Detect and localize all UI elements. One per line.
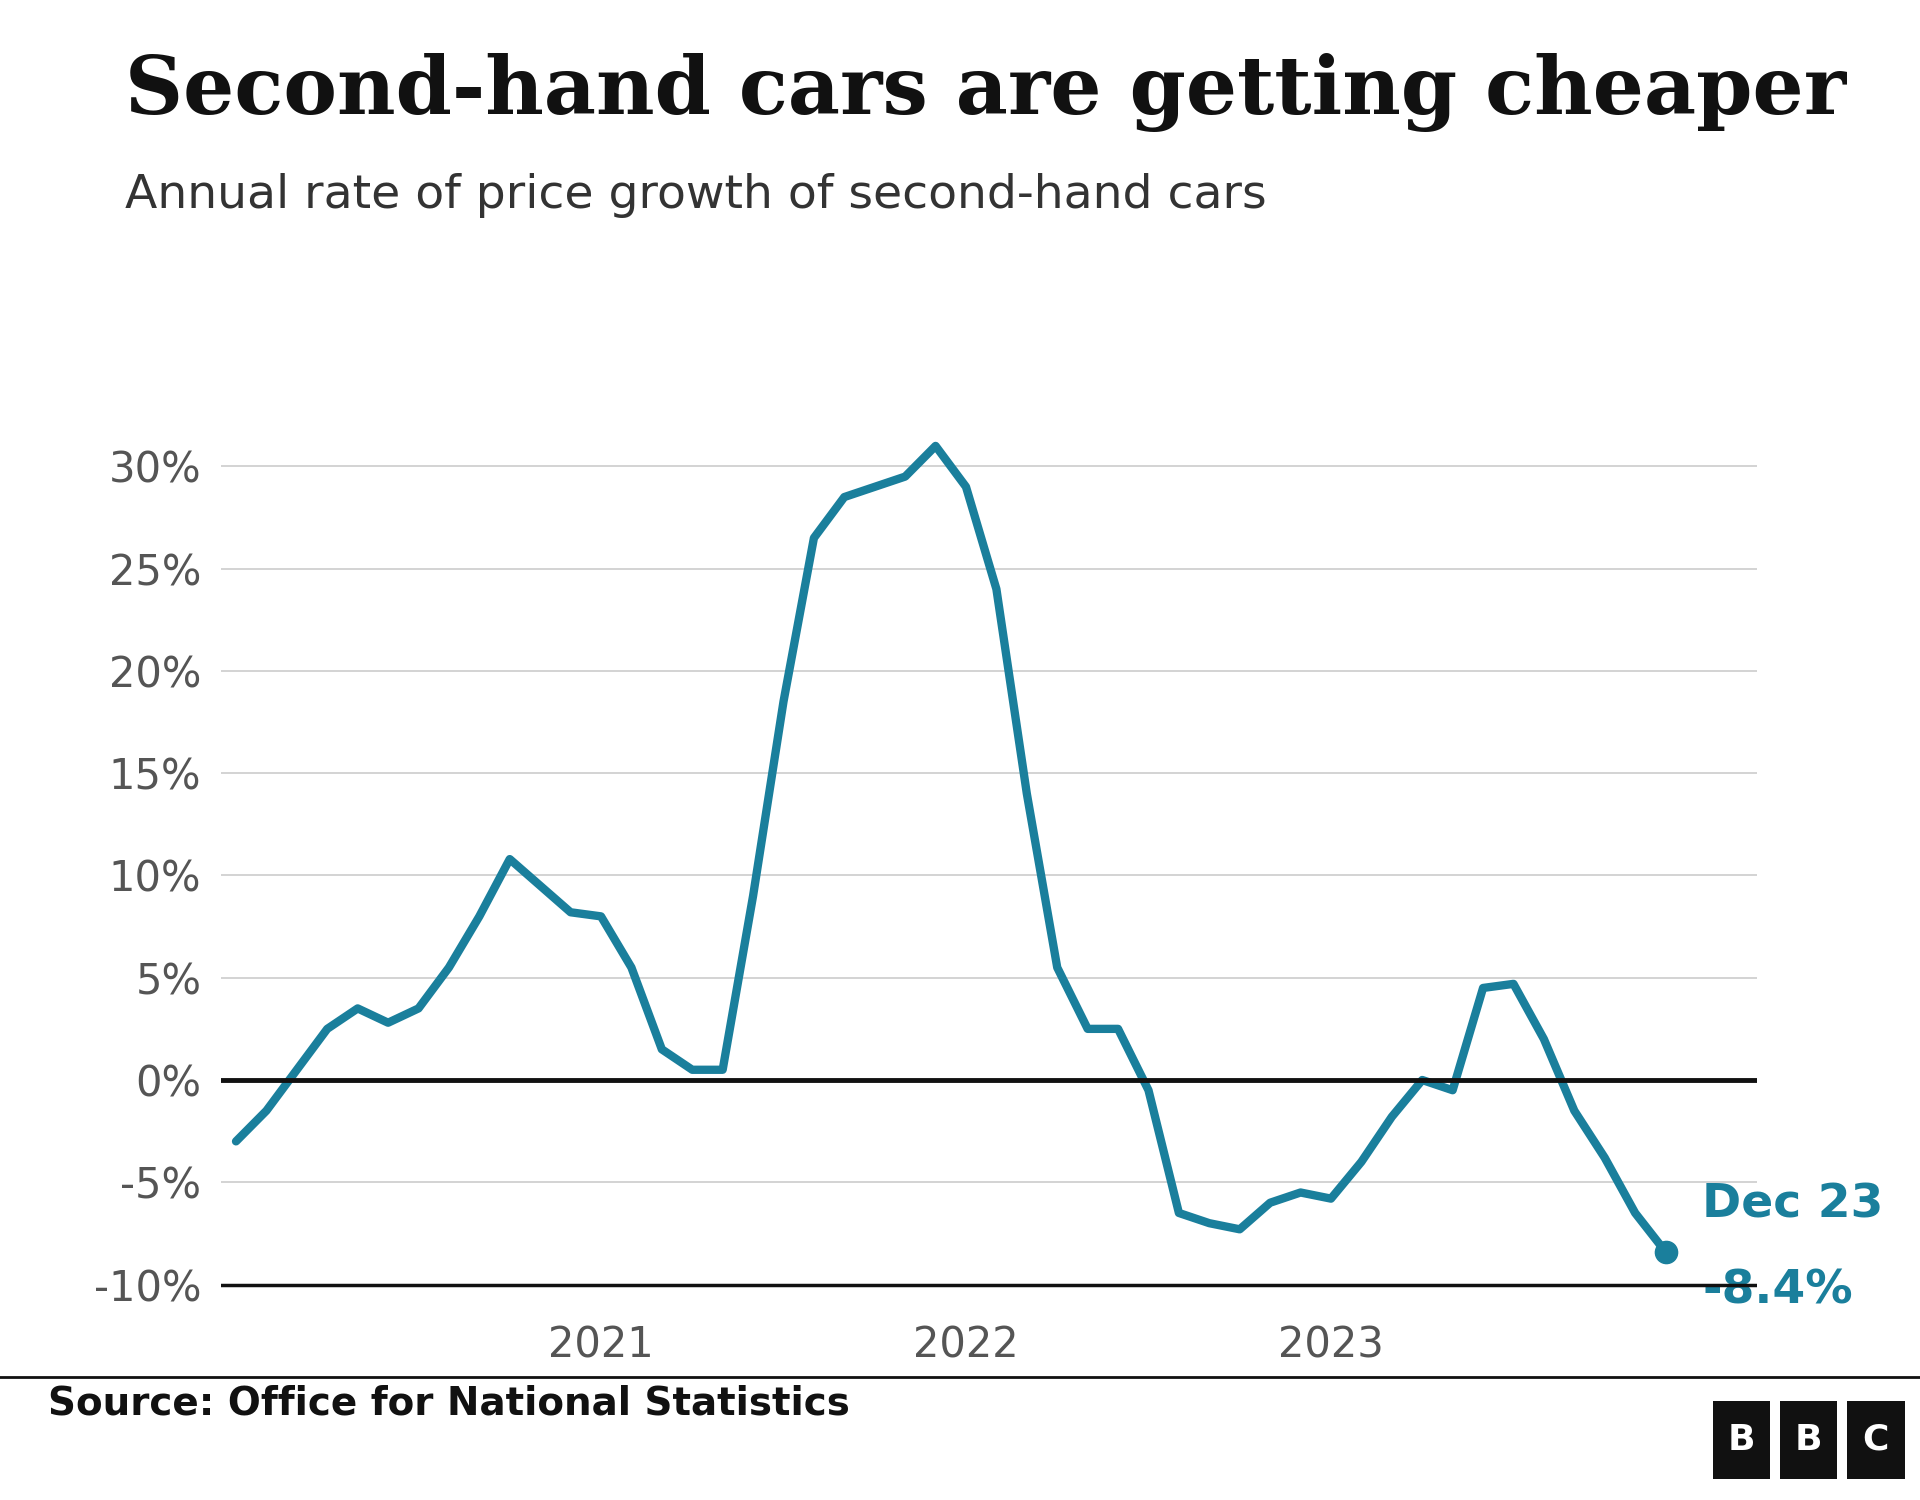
- Text: B: B: [1795, 1424, 1822, 1456]
- Text: B: B: [1728, 1424, 1755, 1456]
- Text: C: C: [1862, 1424, 1889, 1456]
- Text: Annual rate of price growth of second-hand cars: Annual rate of price growth of second-ha…: [125, 172, 1267, 217]
- Text: Second-hand cars are getting cheaper: Second-hand cars are getting cheaper: [125, 53, 1845, 132]
- Text: Source: Office for National Statistics: Source: Office for National Statistics: [48, 1384, 851, 1422]
- Text: -8.4%: -8.4%: [1701, 1268, 1853, 1312]
- Text: Dec 23: Dec 23: [1701, 1182, 1884, 1227]
